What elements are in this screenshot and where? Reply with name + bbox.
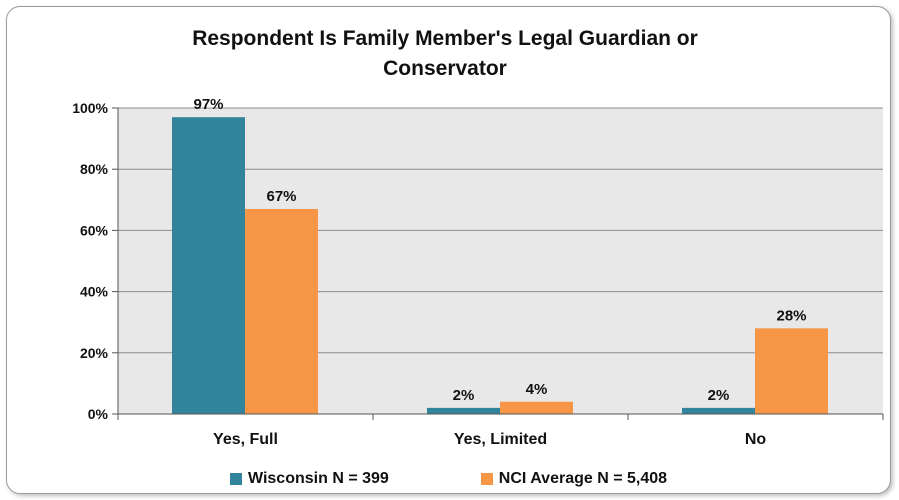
bar xyxy=(172,117,245,415)
bar xyxy=(500,401,573,414)
y-tick-label: 80% xyxy=(80,161,109,177)
x-category-label: Yes, Limited xyxy=(454,431,547,448)
labels: 0% 20% 40% 60% 80% 100% Yes, Full 97% 67% Yes, Li… xyxy=(72,96,806,448)
axes xyxy=(112,107,884,420)
chart-title: Respondent Is Family Member's Legal Guar… xyxy=(192,27,698,80)
legend-item-nci-average: NCI Average N = 5,408 xyxy=(480,470,668,488)
y-tick-label: 40% xyxy=(80,284,109,300)
y-tick-label: 60% xyxy=(80,222,109,238)
x-category-label: No xyxy=(745,431,767,448)
bars xyxy=(172,117,828,415)
legend-item-wisconsin: Wisconsin N = 399 xyxy=(230,470,389,488)
bar xyxy=(427,407,500,414)
data-label: 97% xyxy=(193,96,223,113)
bar xyxy=(245,208,318,414)
legend-swatch-nci-average xyxy=(480,473,493,485)
data-label: 4% xyxy=(526,381,548,398)
data-label: 67% xyxy=(266,188,296,205)
legend-label-wisconsin: Wisconsin N = 399 xyxy=(248,470,389,487)
legend: Wisconsin N = 399 NCI Average N = 5,408 xyxy=(230,469,759,489)
data-label: 2% xyxy=(708,387,730,404)
y-tick-label: 20% xyxy=(80,345,109,361)
bar xyxy=(755,328,828,414)
y-tick-label: 0% xyxy=(88,406,109,422)
y-tick-label: 100% xyxy=(72,100,108,116)
data-label: 2% xyxy=(453,387,475,404)
x-category-label: Yes, Full xyxy=(213,431,278,448)
bar xyxy=(682,407,755,414)
legend-swatch-wisconsin xyxy=(230,473,242,485)
legend-label-nci-average: NCI Average N = 5,408 xyxy=(498,470,668,487)
data-label: 28% xyxy=(776,307,806,324)
